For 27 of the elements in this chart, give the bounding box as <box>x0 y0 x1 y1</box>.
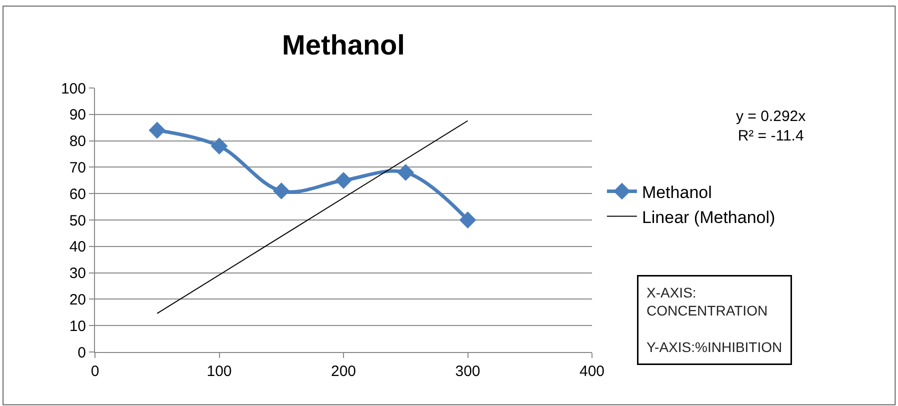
y-tick-label: 30 <box>69 265 86 282</box>
point <box>397 164 414 181</box>
point <box>335 172 352 189</box>
chart-title: Methanol <box>282 29 405 60</box>
x-tick-label: 300 <box>455 363 480 380</box>
point <box>148 122 166 139</box>
text: y = 0.292x R² = -11.4 <box>736 108 806 144</box>
y-tick-label: 100 <box>60 80 86 98</box>
legend-label: Linear (Methanol) <box>642 208 776 227</box>
point <box>272 182 290 200</box>
x-tick-label: 400 <box>579 363 605 380</box>
y-tick-label: 70 <box>69 159 86 176</box>
y-tick-label: 20 <box>69 291 86 308</box>
y-tick-label: 90 <box>69 106 86 124</box>
text: X-AXIS: CONCENTRATION Y-AXIS:%INHIBITION <box>646 284 782 356</box>
y-tick-label: 50 <box>69 212 86 230</box>
y-tick-label: 80 <box>69 133 86 150</box>
y-tick-label: 10 <box>69 318 86 335</box>
x-tick-label: 200 <box>330 363 356 380</box>
point <box>210 138 228 155</box>
legend-label: Methanol <box>642 182 712 202</box>
y-tick-label: 60 <box>69 186 86 203</box>
x-tick-label: 0 <box>90 363 100 380</box>
y-tick-label: 0 <box>78 344 86 362</box>
x-tick-label: 100 <box>206 363 232 380</box>
point <box>459 212 476 228</box>
y-tick-label: 40 <box>69 238 86 256</box>
